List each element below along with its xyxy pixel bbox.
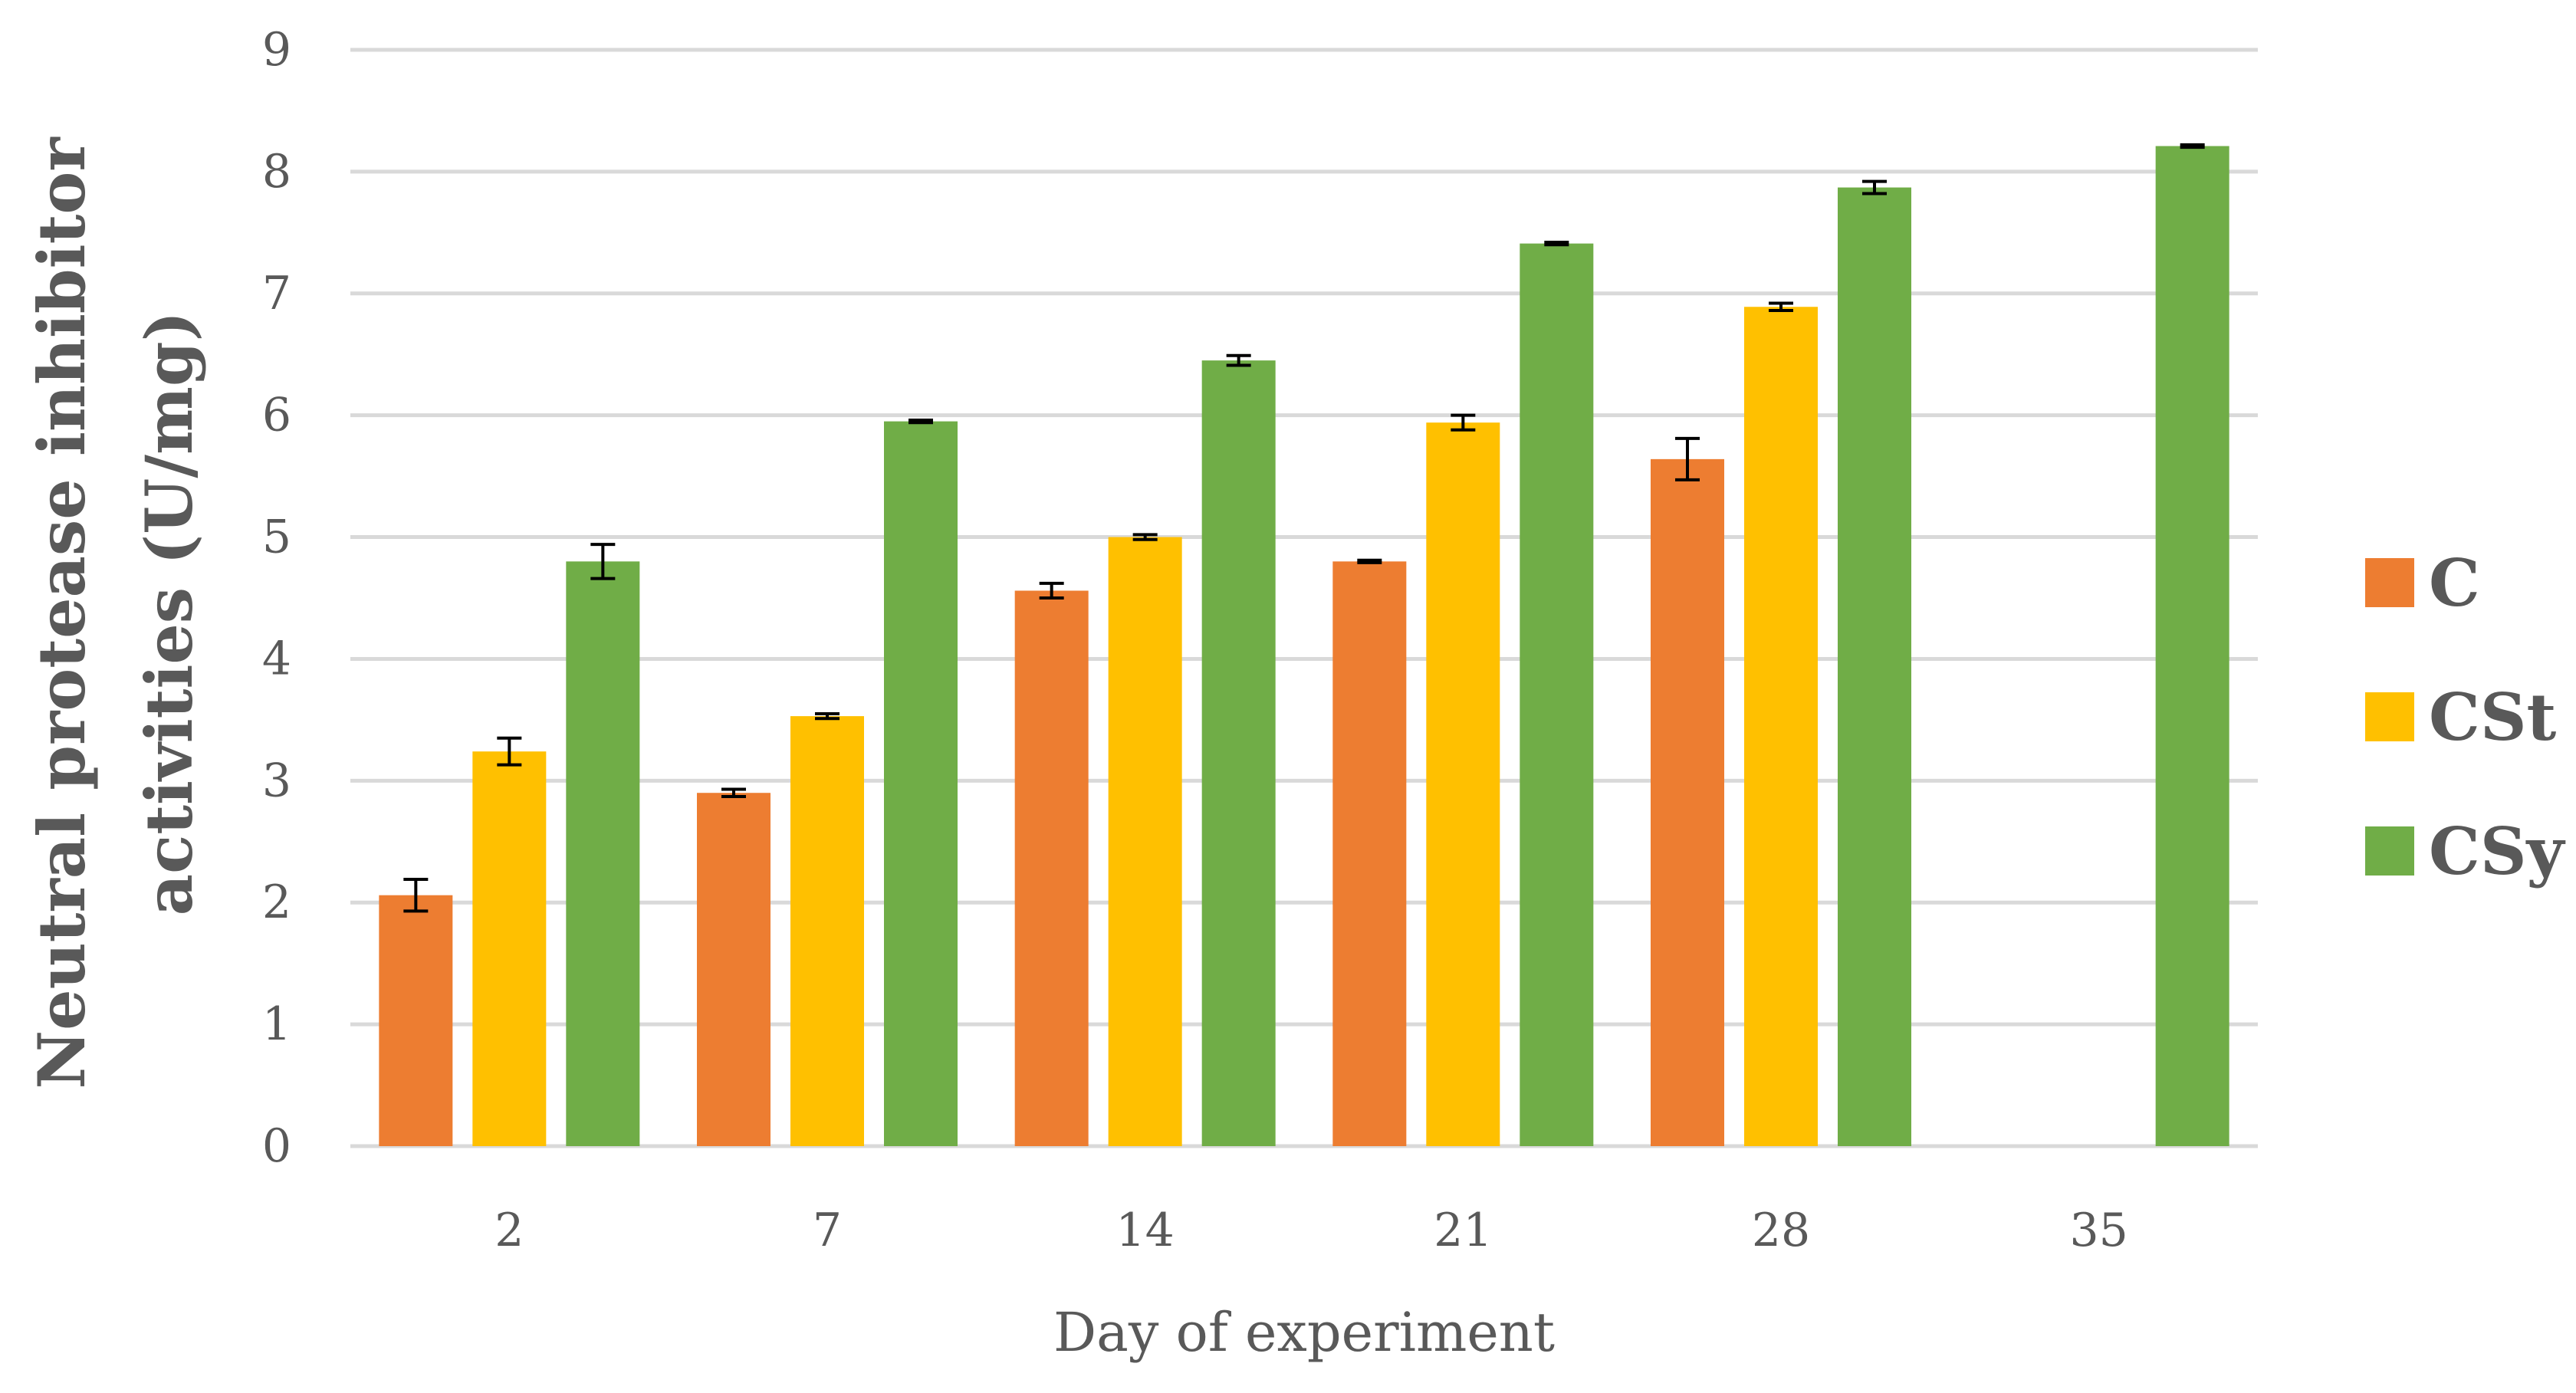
legend-label: CSy (2429, 813, 2566, 889)
y-tick-label: 0 (262, 1119, 291, 1173)
y-tick-label: 9 (262, 23, 291, 77)
error-bar-cst-day-2 (497, 736, 522, 767)
bar-csy-day-7 (884, 421, 958, 1146)
error-bar-cst-day-21 (1451, 413, 1476, 432)
error-bar-csy-day-35 (2180, 143, 2205, 149)
legend: C CSt CSy (2365, 545, 2566, 889)
bars (379, 146, 2229, 1147)
legend-swatch (2365, 826, 2414, 876)
legend-item-c: C (2365, 545, 2480, 621)
y-tick-label: 3 (262, 754, 291, 807)
y-tick-label: 6 (262, 389, 291, 442)
y-tick-label: 8 (262, 145, 291, 199)
bar-c-day-14 (1014, 590, 1089, 1146)
legend-swatch (2365, 558, 2414, 607)
error-bar-cst-day-7 (815, 711, 840, 721)
y-tick-label: 7 (262, 267, 291, 320)
x-axis-ticks: 2 7 14 21 28 35 (495, 1204, 2128, 1257)
y-tick-label: 1 (262, 997, 291, 1051)
bar-cst-day-14 (1108, 537, 1182, 1146)
bar-cst-day-28 (1744, 307, 1818, 1146)
x-tick-label: 21 (1434, 1204, 1492, 1257)
error-bar-csy-day-28 (1862, 179, 1887, 195)
legend-swatch (2365, 692, 2414, 741)
y-tick-label: 2 (262, 876, 291, 929)
bar-c-day-2 (379, 895, 453, 1146)
error-bar-c-day-2 (403, 878, 429, 913)
x-tick-label: 14 (1116, 1204, 1174, 1257)
error-bar-c-day-21 (1357, 558, 1382, 564)
bar-csy-day-21 (1520, 243, 1594, 1147)
legend-label: C (2429, 545, 2480, 621)
error-bar-cst-day-28 (1769, 301, 1793, 313)
bar-c-day-7 (697, 793, 770, 1146)
error-bar-csy-day-21 (1544, 241, 1569, 247)
y-tick-label: 4 (262, 632, 291, 685)
error-bar-c-day-14 (1039, 581, 1064, 600)
x-axis-title: Day of experiment (1053, 1301, 1555, 1364)
bar-cst-day-7 (790, 716, 864, 1146)
bar-c-day-28 (1651, 458, 1724, 1146)
error-bar-c-day-7 (721, 787, 746, 798)
bar-csy-day-28 (1838, 187, 1911, 1147)
y-axis-title: Neutral protease inhibitor activities (U… (24, 136, 207, 1089)
gridlines (350, 48, 2258, 1148)
legend-item-cst: CSt (2365, 679, 2557, 755)
y-axis-title-line-1: Neutral protease inhibitor (24, 136, 100, 1089)
legend-item-csy: CSy (2365, 813, 2566, 889)
bar-cst-day-2 (472, 751, 547, 1146)
bar-csy-day-2 (566, 561, 640, 1146)
y-axis-ticks: 0 1 2 3 4 5 6 7 8 9 (262, 23, 291, 1173)
y-tick-label: 5 (262, 511, 291, 564)
bar-csy-day-14 (1201, 360, 1276, 1147)
y-axis-title-line-2: activities (U/mg) (131, 311, 207, 916)
legend-label: CSt (2429, 679, 2557, 755)
error-bar-csy-day-2 (590, 543, 616, 580)
x-tick-label: 7 (813, 1204, 842, 1257)
error-bars (403, 143, 2205, 913)
error-bar-csy-day-14 (1226, 353, 1251, 367)
bar-csy-day-35 (2155, 146, 2229, 1146)
x-tick-label: 2 (495, 1204, 524, 1257)
error-bar-c-day-28 (1675, 436, 1700, 481)
error-bar-cst-day-14 (1132, 533, 1158, 541)
error-bar-csy-day-7 (909, 419, 933, 425)
bar-cst-day-21 (1426, 422, 1500, 1146)
x-tick-label: 35 (2069, 1204, 2128, 1257)
bar-c-day-21 (1332, 561, 1407, 1146)
x-tick-label: 28 (1752, 1204, 1810, 1257)
